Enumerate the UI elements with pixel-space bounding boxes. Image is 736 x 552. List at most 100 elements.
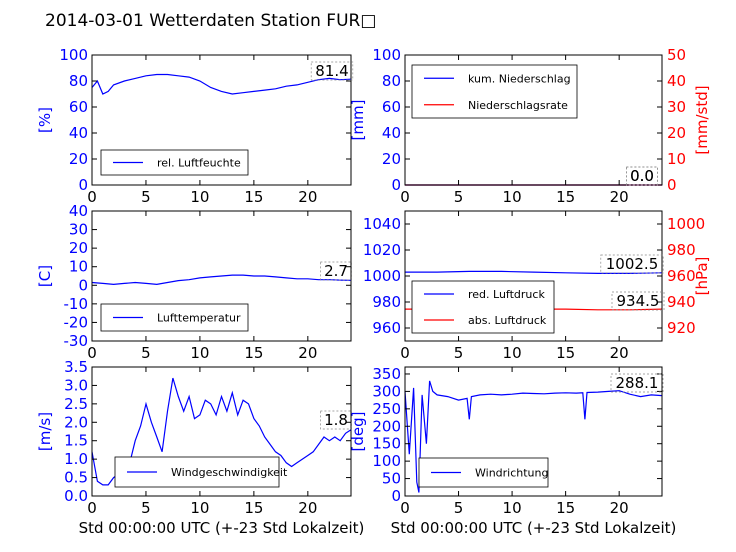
x-tick-label: 5 xyxy=(141,344,151,362)
y-tick-label: 0 xyxy=(391,176,401,194)
y2-tick-label: 980 xyxy=(667,241,696,259)
y-tick-label: 3.5 xyxy=(64,358,88,376)
x-tick-label: 20 xyxy=(298,499,317,517)
plot-frame xyxy=(404,54,663,186)
y-tick-label: 1020 xyxy=(363,241,401,259)
y-tick-label: 0 xyxy=(78,276,88,294)
value-annotation-box xyxy=(320,261,352,281)
y-tick-label: 40 xyxy=(69,124,88,142)
y-tick-label: 250 xyxy=(372,400,401,418)
plot-frame xyxy=(404,366,663,497)
x-tick-label: 20 xyxy=(298,344,317,362)
x-tick-label: 5 xyxy=(141,499,151,517)
y2-tick-label: 10 xyxy=(667,150,686,168)
y-axis-label: [%] xyxy=(36,107,54,133)
y-tick-label: 350 xyxy=(372,365,401,383)
y-tick-label: 20 xyxy=(69,239,88,257)
legend-label: kum. Niederschlag xyxy=(468,72,571,85)
legend-label: rel. Luftfeuchte xyxy=(157,157,241,170)
y2-tick-label: 50 xyxy=(667,46,686,64)
y-tick-label: 60 xyxy=(382,98,401,116)
series-line-1 xyxy=(91,274,352,286)
y2-tick-label: 920 xyxy=(667,319,696,337)
y2-tick-label: 40 xyxy=(667,72,686,90)
y2-tick-label: 20 xyxy=(667,124,686,142)
x-tick-label: 15 xyxy=(244,344,263,362)
x-axis-label: Std 00:00:00 UTC (+-23 Std Lokalzeit) xyxy=(391,519,677,537)
legend: rel. Luftfeuchte xyxy=(100,149,249,176)
x-tick-label: 10 xyxy=(503,344,522,362)
series-line-1 xyxy=(404,380,663,493)
y-axis-label: [C] xyxy=(36,265,54,287)
y-tick-label: 40 xyxy=(69,202,88,220)
x-tick-label: 0 xyxy=(400,499,410,517)
legend-label: Lufttemperatur xyxy=(157,312,241,325)
legend-label: Niederschlagsrate xyxy=(468,99,568,112)
legend: Windgeschwindigkeit xyxy=(114,456,288,488)
y-tick-label: 2.0 xyxy=(64,413,88,431)
y-tick-label: 40 xyxy=(382,124,401,142)
y-tick-label: 30 xyxy=(69,221,88,239)
value-annotation-box xyxy=(310,61,354,81)
series-line-1 xyxy=(91,377,352,486)
legend-label: Windgeschwindigkeit xyxy=(171,466,288,479)
x-tick-label: 15 xyxy=(556,499,575,517)
y2-tick-label: 940 xyxy=(667,293,696,311)
y-tick-label: 0 xyxy=(78,176,88,194)
legend-label: red. Luftdruck xyxy=(468,288,545,301)
x-tick-label: 10 xyxy=(190,188,209,206)
y-tick-label: 200 xyxy=(372,417,401,435)
x-tick-label: 15 xyxy=(244,499,263,517)
x-tick-label: 0 xyxy=(400,344,410,362)
x-tick-label: 0 xyxy=(87,499,97,517)
value-annotation-box xyxy=(610,373,664,393)
plot-frame xyxy=(91,210,352,342)
x-tick-label: 5 xyxy=(141,188,151,206)
y2-axis-label: [mm/std] xyxy=(693,85,711,154)
value-annotation: 81.4 xyxy=(315,62,348,80)
value-annotation: 0.0 xyxy=(630,167,654,185)
value-annotation: 0.0 xyxy=(630,167,654,185)
legend: Lufttemperatur xyxy=(100,303,249,332)
legend-box xyxy=(411,64,578,119)
value-annotation: 1002.5 xyxy=(606,255,659,273)
chart-panel-4: 0 5 10 15 20 960 980 1000 1020 1040 920 940 960 980 10… xyxy=(363,210,711,362)
x-tick-label: 20 xyxy=(610,188,629,206)
y-tick-label: 1040 xyxy=(363,215,401,233)
value-annotation-box xyxy=(626,166,658,186)
plot-frame xyxy=(91,366,352,497)
y-tick-label: -30 xyxy=(64,332,89,350)
y-tick-label: 0 xyxy=(391,487,401,505)
y-tick-label: -20 xyxy=(64,313,89,331)
y-tick-label: 1000 xyxy=(363,267,401,285)
legend-box xyxy=(114,456,280,488)
value-annotation: 934.5 xyxy=(617,292,660,310)
y2-axis-label: [hPa] xyxy=(693,257,711,296)
y2-tick-label: 1000 xyxy=(667,215,705,233)
figure-title: 2014-03-01 Wetterdaten Station FUR□ xyxy=(45,11,376,31)
y-tick-label: 3.0 xyxy=(64,376,88,394)
chart-panel-5: 0 5 10 15 20 0.00.51.01.52.02.53.03.5 [m/s] Std… xyxy=(36,358,364,537)
x-tick-label: 15 xyxy=(556,344,575,362)
legend: Windrichtung xyxy=(418,457,548,488)
series-line-1 xyxy=(91,73,352,95)
y-axis-label: [deg] xyxy=(349,412,367,452)
y-tick-label: 1.5 xyxy=(64,432,88,450)
y-tick-label: 80 xyxy=(382,72,401,90)
x-tick-label: 0 xyxy=(400,188,410,206)
y2-tick-label: 960 xyxy=(667,267,696,285)
legend-box xyxy=(100,303,249,332)
y-tick-label: 100 xyxy=(372,46,401,64)
y-tick-label: 60 xyxy=(69,98,88,116)
x-tick-label: 20 xyxy=(610,344,629,362)
value-annotation-box xyxy=(320,410,352,430)
y2-tick-label: 0 xyxy=(667,176,677,194)
value-annotation: 2.7 xyxy=(324,262,348,280)
chart-panel-1: 0 5 10 15 20 0 20 40 60 80 100 [%] rel. Luftfeuchte 8… xyxy=(36,46,354,206)
x-tick-label: 0 xyxy=(87,188,97,206)
x-tick-label: 15 xyxy=(244,188,263,206)
chart-panel-3: 0 5 10 15 20-30-20-10010203040[C]Lufttempera… xyxy=(36,202,352,362)
y-tick-label: 1.0 xyxy=(64,450,88,468)
